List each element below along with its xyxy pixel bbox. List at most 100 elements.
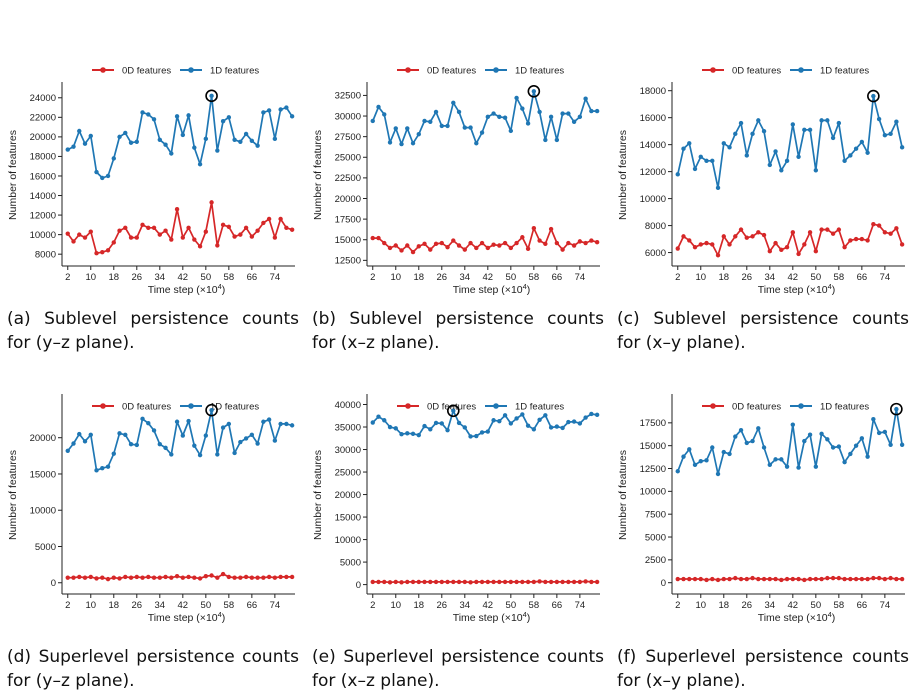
data-point (77, 574, 82, 580)
data-point (382, 112, 387, 117)
x-tick-label: 18 (718, 272, 729, 283)
data-point (721, 449, 726, 455)
data-point (779, 457, 784, 462)
legend-marker (405, 403, 411, 409)
data-point (502, 240, 508, 246)
x-tick-label: 10 (390, 272, 401, 283)
caption-text: Sublevel persistence counts for (y–z pla… (7, 309, 300, 353)
data-point (865, 576, 870, 582)
legend-marker (798, 67, 804, 73)
data-point (756, 230, 761, 235)
data-point (560, 579, 565, 585)
y-tick-label: 25000 (335, 467, 361, 478)
x-tick-label: 34 (155, 600, 166, 611)
series-0 (370, 579, 600, 585)
data-point (462, 247, 468, 252)
data-point (767, 162, 773, 168)
data-point (111, 156, 116, 161)
x-tick-label: 42 (788, 272, 799, 283)
series-0 (65, 571, 295, 582)
x-tick-label: 58 (529, 272, 540, 283)
data-point (888, 442, 893, 447)
data-point (456, 579, 462, 585)
data-point (502, 413, 508, 418)
data-point (272, 235, 278, 240)
y-tick-label: 35000 (335, 422, 361, 433)
data-point (876, 575, 882, 581)
data-point (77, 431, 82, 437)
data-point (474, 433, 479, 439)
y-tick-label: 27500 (335, 132, 361, 143)
legend-label: 1D features (820, 66, 869, 77)
data-point (163, 574, 168, 580)
data-point (548, 425, 554, 430)
data-point (836, 444, 842, 449)
data-point (848, 153, 853, 158)
x-tick-label: 74 (575, 272, 586, 283)
data-point (836, 227, 842, 232)
x-tick-label: 18 (413, 272, 424, 283)
chart-panel-d: 0D features 1D features 0 5000 10000 15000 200… (0, 348, 305, 696)
legend-label: 0D features (427, 66, 476, 77)
data-point (733, 234, 738, 239)
data-point (284, 105, 289, 110)
y-tick-label: 8000 (35, 249, 56, 260)
x-tick-label: 42 (178, 600, 189, 611)
data-point (410, 431, 416, 436)
data-point (169, 237, 174, 242)
data-point (140, 110, 145, 115)
series-0 (675, 575, 905, 583)
data-point (485, 114, 491, 120)
data-point (238, 439, 243, 445)
series-0 (675, 222, 905, 258)
data-point (531, 579, 537, 585)
x-tick-label: 10 (695, 600, 706, 611)
y-tick-label: 15000 (30, 469, 56, 480)
data-point (117, 576, 122, 581)
data-point (105, 173, 111, 179)
data-point (871, 93, 876, 99)
legend-label: 1D features (515, 66, 564, 77)
data-point (186, 418, 191, 424)
data-point (894, 119, 899, 124)
data-point (151, 428, 157, 433)
data-point (226, 224, 232, 230)
data-point (687, 141, 692, 146)
data-point (594, 240, 600, 245)
data-point (203, 229, 209, 234)
legend-label: 0D features (122, 402, 171, 413)
caption-tag: (e) (312, 647, 336, 667)
data-point (842, 244, 847, 250)
series-1 (370, 408, 600, 439)
data-point (468, 125, 473, 130)
data-point (514, 240, 519, 246)
data-point (560, 247, 565, 252)
data-point (692, 462, 698, 468)
data-point (899, 442, 905, 447)
data-point (681, 146, 686, 151)
data-point (169, 151, 174, 156)
x-tick-label: 50 (201, 600, 212, 611)
y-tick-label: 15000 (640, 441, 666, 452)
data-point (249, 432, 255, 438)
data-point (537, 417, 542, 423)
data-point (733, 575, 738, 581)
y-tick-label: 32500 (335, 91, 361, 102)
caption-text: Superlevel persistence counts for (y–z p… (7, 647, 299, 691)
legend-marker (100, 403, 106, 409)
data-point (428, 427, 433, 432)
legend: 0D features 1D features (92, 402, 259, 413)
data-point (249, 234, 255, 239)
data-point (266, 417, 272, 422)
series-line (372, 227, 598, 253)
data-point (750, 575, 755, 581)
y-tick-label: 10000 (30, 230, 56, 241)
chart-svg: 0D features 1D features 0 5000 10000 15000 200… (7, 394, 295, 624)
data-point (220, 571, 226, 577)
data-point (261, 220, 266, 226)
data-point (238, 232, 243, 237)
data-point (566, 240, 571, 246)
data-point (681, 454, 686, 459)
data-point (289, 227, 295, 232)
data-point (123, 130, 128, 136)
